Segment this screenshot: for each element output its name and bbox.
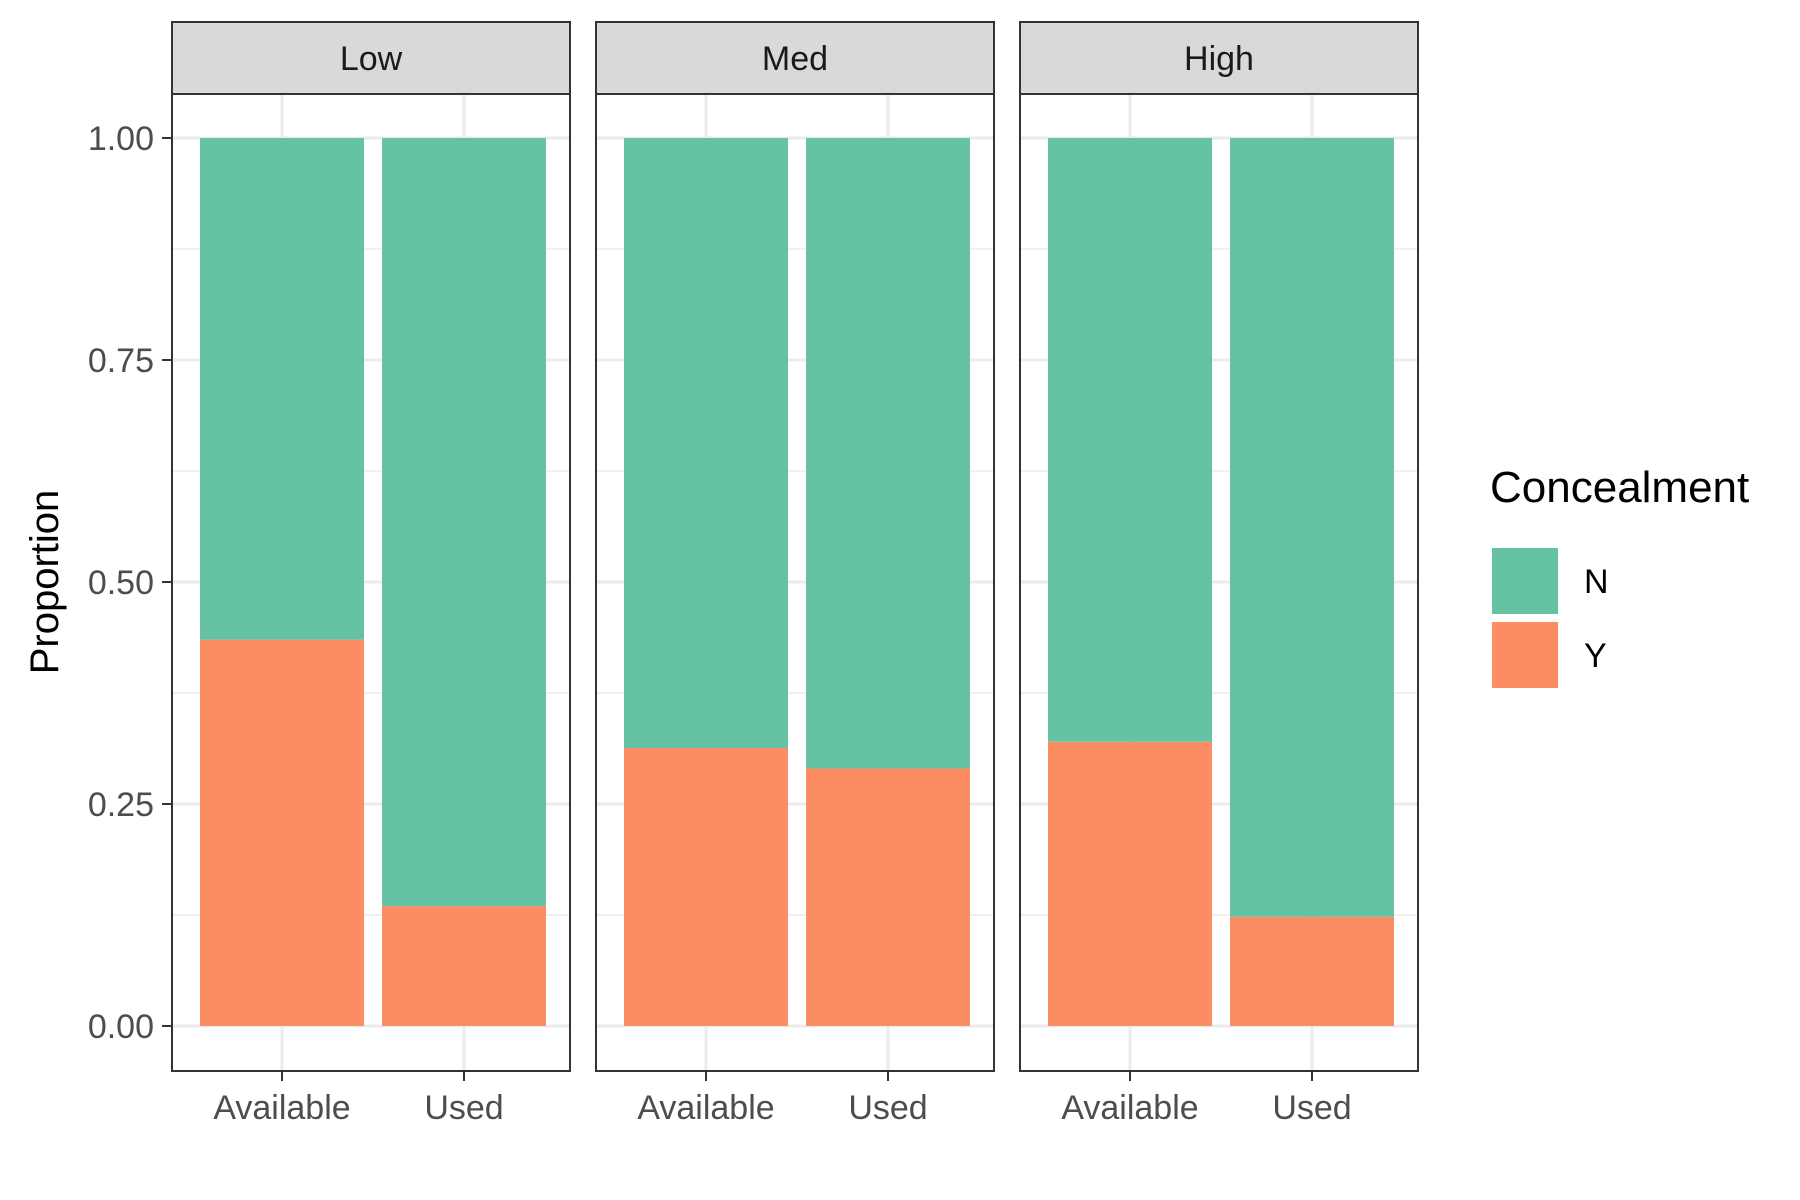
y-tick-label: 1.00: [88, 120, 154, 158]
bar-used-n: [806, 138, 970, 769]
bar-used-n: [1230, 138, 1394, 917]
y-axis-title: Proportion: [23, 490, 67, 675]
bar-used-y: [382, 906, 546, 1026]
facet-strip-label: Med: [762, 40, 828, 78]
facet-panel-high: High Available Used: [1019, 21, 1419, 1127]
facet-strip: [595, 21, 995, 95]
facet-strip: [1019, 21, 1419, 95]
bar-used-n: [382, 138, 546, 907]
legend-label-y: Y: [1584, 637, 1607, 675]
panel-border: [1019, 93, 1419, 1072]
y-tick-label: 0.50: [88, 564, 154, 602]
x-tick-label: Used: [848, 1089, 927, 1127]
y-tick-label: 0.75: [88, 342, 154, 380]
facet-strip-label: Low: [340, 40, 403, 78]
bar-used-y: [806, 768, 970, 1026]
facet-panels: Low Available Used Med Available Used High Avai…: [88, 21, 1419, 1127]
bar-used-y: [1230, 916, 1394, 1026]
legend: Concealment NY: [1490, 463, 1749, 688]
y-tick-label: 0.25: [88, 786, 154, 824]
x-tick-label: Available: [637, 1089, 774, 1127]
x-tick-label: Used: [424, 1089, 503, 1127]
y-tick-label: 0.00: [88, 1008, 154, 1046]
facet-panel-low: Low Available Used: [171, 21, 571, 1127]
facet-strip: [171, 21, 571, 95]
legend-title: Concealment: [1490, 463, 1749, 512]
legend-label-n: N: [1584, 563, 1609, 601]
legend-key-y: [1492, 622, 1558, 688]
y-axis: 0.00 0.25 0.50 0.75 1.00: [88, 120, 172, 1046]
facet-strip-label: High: [1184, 40, 1254, 78]
facet-panel-med: Med Available Used: [595, 21, 995, 1127]
panel-border: [595, 93, 995, 1072]
bar-available-y: [200, 639, 364, 1026]
bar-available-n: [1048, 138, 1212, 742]
bar-available-n: [200, 138, 364, 640]
bar-available-n: [624, 138, 788, 749]
x-tick-label: Used: [1272, 1089, 1351, 1127]
bar-available-y: [1048, 741, 1212, 1026]
legend-key-n: [1492, 548, 1558, 614]
bar-available-y: [624, 748, 788, 1026]
x-tick-label: Available: [213, 1089, 350, 1127]
x-tick-label: Available: [1061, 1089, 1198, 1127]
